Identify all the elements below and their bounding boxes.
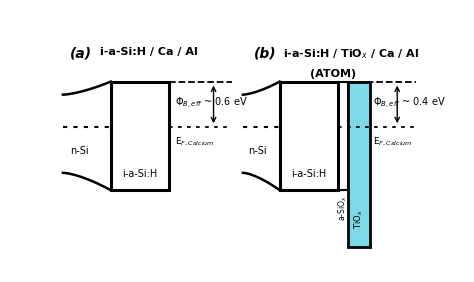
Bar bbox=[280, 81, 338, 190]
Text: (b): (b) bbox=[254, 47, 276, 61]
Text: (a): (a) bbox=[70, 47, 92, 61]
Bar bbox=[347, 81, 370, 247]
Text: i-a-Si:H: i-a-Si:H bbox=[122, 169, 158, 179]
Text: i-a-Si:H: i-a-Si:H bbox=[292, 169, 327, 179]
Text: E$_{F,Calcium}$: E$_{F,Calcium}$ bbox=[374, 136, 413, 148]
Text: E$_{F,Calcium}$: E$_{F,Calcium}$ bbox=[175, 136, 215, 148]
Text: Φ$_{B,eff}$ ~ 0.6 eV: Φ$_{B,eff}$ ~ 0.6 eV bbox=[175, 96, 248, 111]
Text: (ATOM): (ATOM) bbox=[310, 69, 356, 79]
Text: n-Si: n-Si bbox=[70, 146, 89, 156]
Text: TiO$_x$: TiO$_x$ bbox=[352, 210, 365, 229]
Text: i-a-Si:H / Ca / Al: i-a-Si:H / Ca / Al bbox=[100, 47, 197, 57]
Bar bbox=[110, 81, 169, 190]
Text: Φ$_{B,eff}$ ~ 0.4 eV: Φ$_{B,eff}$ ~ 0.4 eV bbox=[374, 96, 446, 111]
Text: a-SiO$_x$: a-SiO$_x$ bbox=[337, 195, 349, 221]
Text: n-Si: n-Si bbox=[248, 146, 267, 156]
Text: i-a-Si:H / TiO$_x$ / Ca / Al: i-a-Si:H / TiO$_x$ / Ca / Al bbox=[283, 47, 419, 61]
Bar bbox=[338, 81, 347, 190]
